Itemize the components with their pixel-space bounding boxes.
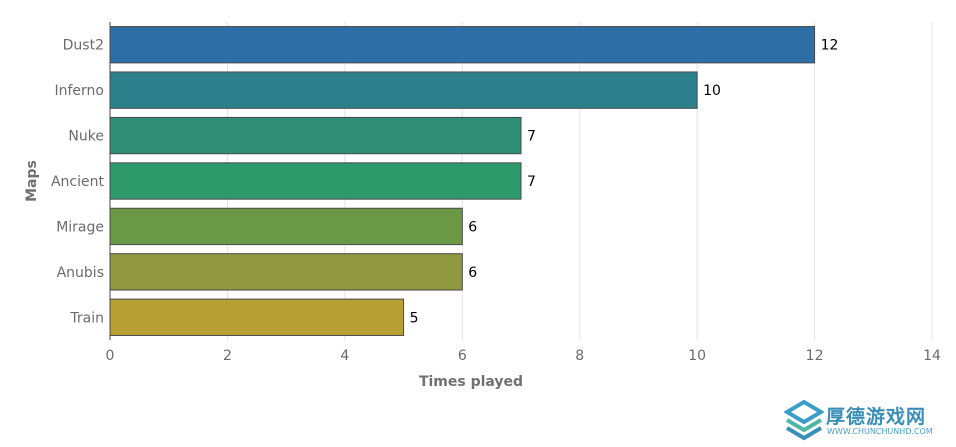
- category-label: Mirage: [56, 219, 104, 235]
- watermark: 厚德游戏网 WWW.CHUNCHUNHD.COM: [784, 400, 944, 442]
- watermark-logo-icon: [784, 400, 824, 441]
- bar-mirage: [109, 207, 463, 246]
- watermark-title: 厚德游戏网: [826, 406, 927, 428]
- data-label: 6: [468, 219, 477, 235]
- bar-inferno: [109, 71, 698, 109]
- x-axis-title: Times played: [419, 374, 523, 390]
- bar-ancient: [109, 162, 522, 200]
- y-axis-title: Maps: [24, 160, 40, 202]
- category-label: Anubis: [57, 265, 104, 281]
- category-label: Dust2: [63, 38, 104, 54]
- data-label: 5: [410, 310, 419, 326]
- bar-anubis: [109, 253, 463, 291]
- category-label: Train: [69, 310, 104, 326]
- data-label: 10: [703, 83, 721, 99]
- category-label: Inferno: [55, 83, 105, 99]
- y-axis-categories: Dust2 Inferno Nuke Ancient Mirage Anubis Train: [51, 38, 105, 327]
- bars: 12 10 7 7 6 6 5: [109, 26, 839, 336]
- x-axis-ticks: 0 2 4 6 8 10 12 14: [106, 348, 941, 364]
- x-tick-label: 8: [575, 348, 584, 364]
- x-tick-label: 0: [106, 348, 115, 364]
- bar-dust2: [109, 26, 816, 64]
- data-label: 7: [527, 174, 536, 190]
- category-label: Nuke: [68, 129, 104, 145]
- data-label: 6: [468, 265, 477, 281]
- data-label: 12: [821, 38, 839, 54]
- bar-train: [109, 298, 405, 336]
- x-tick-label: 12: [806, 348, 824, 364]
- bar-nuke: [109, 116, 522, 155]
- x-tick-label: 14: [923, 348, 941, 364]
- x-tick-label: 4: [340, 348, 349, 364]
- x-tick-label: 2: [223, 348, 232, 364]
- watermark-url: WWW.CHUNCHUNHD.COM: [827, 427, 933, 436]
- data-label: 7: [527, 129, 536, 145]
- x-tick-label: 6: [458, 348, 467, 364]
- x-tick-label: 10: [688, 348, 706, 364]
- category-label: Ancient: [51, 174, 105, 190]
